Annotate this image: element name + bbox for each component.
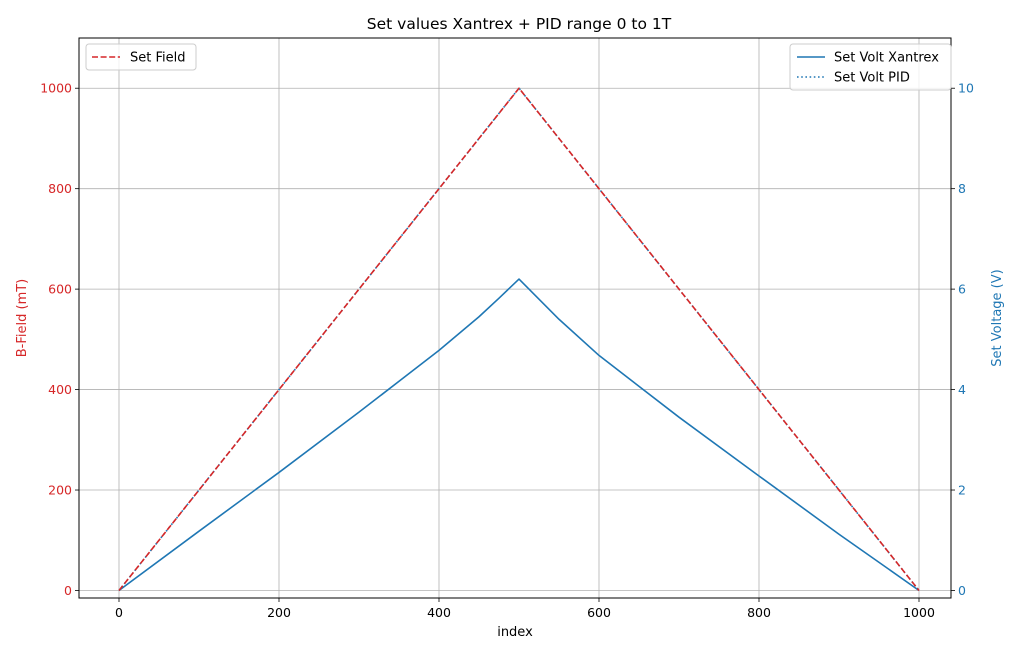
y-left-axis-label: B-Field (mT) <box>15 279 30 358</box>
y-left-tick-label: 600 <box>48 282 72 297</box>
legend-label-set-volt-pid: Set Volt PID <box>834 71 910 86</box>
x-tick-label: 0 <box>115 605 123 620</box>
x-axis-ticks: 0 200 400 600 800 1000 <box>115 598 935 620</box>
x-tick-label: 1000 <box>903 605 935 620</box>
y-right-tick-label: 4 <box>958 382 966 397</box>
legend-left: Set Field <box>85 43 197 71</box>
legend-left-box <box>85 43 197 71</box>
legend-right: Set Volt Xantrex Set Volt PID <box>789 43 952 91</box>
y-left-tick-label: 400 <box>48 382 72 397</box>
y-right-tick-label: 10 <box>958 81 974 96</box>
y-left-tick-label: 800 <box>48 181 72 196</box>
y-left-tick-label: 200 <box>48 483 72 498</box>
x-axis-label: index <box>497 625 533 640</box>
legend-label-set-volt-xantrex: Set Volt Xantrex <box>834 51 939 66</box>
y-right-axis-label: Set Voltage (V) <box>990 269 1005 366</box>
legend-right-box <box>789 43 952 91</box>
x-tick-label: 800 <box>747 605 771 620</box>
y-right-tick-label: 2 <box>958 483 966 498</box>
plot-frame <box>78 37 952 599</box>
series-layer <box>118 87 920 592</box>
x-tick-label: 200 <box>267 605 291 620</box>
x-tick-label: 600 <box>587 605 611 620</box>
y-left-tick-label: 0 <box>64 583 72 598</box>
y-right-tick-label: 0 <box>958 583 966 598</box>
series-line-set-volt-xantrex <box>118 278 920 592</box>
y-left-axis-ticks: 0 200 400 600 800 1000 <box>40 81 79 598</box>
y-left-tick-label: 1000 <box>40 81 72 96</box>
series-line-set-field <box>118 87 920 591</box>
y-right-tick-label: 8 <box>958 181 966 196</box>
y-right-axis-ticks: 0 2 4 6 8 10 <box>951 81 974 598</box>
y-right-tick-label: 6 <box>958 282 966 297</box>
x-tick-label: 400 <box>427 605 451 620</box>
legend-label-set-field: Set Field <box>130 51 186 66</box>
chart-title: Set values Xantrex + PID range 0 to 1T <box>367 15 672 33</box>
grid <box>79 38 951 598</box>
